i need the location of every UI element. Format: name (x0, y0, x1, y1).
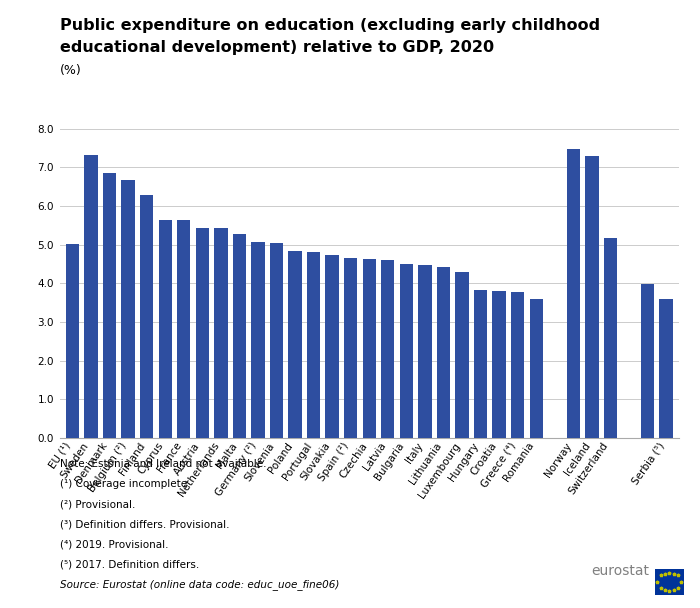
Bar (326, 255, 339, 438)
Bar (659, 300, 673, 438)
Text: eurostat: eurostat (592, 564, 650, 578)
Text: (%): (%) (60, 64, 81, 77)
Text: educational development) relative to GDP, 2020: educational development) relative to GDP… (60, 40, 494, 55)
Bar (122, 180, 135, 438)
Bar (270, 243, 284, 438)
Bar (288, 251, 302, 438)
Text: (¹) Coverage incomplete.: (¹) Coverage incomplete. (60, 479, 190, 489)
Bar (214, 227, 228, 438)
Text: (³) Definition differs. Provisional.: (³) Definition differs. Provisional. (60, 519, 229, 529)
Bar (511, 292, 524, 438)
Bar (158, 219, 172, 438)
Bar (251, 242, 265, 438)
Text: Source: Eurostat (online data code: educ_uoe_fine06): Source: Eurostat (online data code: educ… (60, 579, 339, 590)
Text: Note: Estonia and Ireland not available.: Note: Estonia and Ireland not available. (60, 459, 266, 469)
Text: Public expenditure on education (excluding early childhood: Public expenditure on education (excludi… (60, 18, 600, 33)
Bar (529, 299, 543, 438)
Bar (307, 252, 321, 438)
Bar (103, 173, 116, 438)
Bar (455, 272, 469, 438)
Bar (85, 154, 98, 438)
Bar (140, 195, 153, 438)
Text: (²) Provisional.: (²) Provisional. (60, 499, 135, 509)
Bar (363, 259, 376, 438)
Bar (344, 258, 358, 438)
Bar (400, 263, 413, 438)
Bar (437, 267, 450, 438)
Bar (381, 260, 395, 438)
Bar (492, 291, 506, 438)
Text: (⁵) 2017. Definition differs.: (⁵) 2017. Definition differs. (60, 559, 199, 569)
Bar (566, 149, 580, 438)
Bar (474, 290, 487, 438)
Bar (66, 244, 79, 438)
Bar (585, 156, 598, 438)
Bar (232, 234, 246, 438)
Bar (603, 238, 617, 438)
Bar (418, 265, 432, 438)
Bar (640, 284, 654, 438)
Bar (195, 227, 209, 438)
Text: (⁴) 2019. Provisional.: (⁴) 2019. Provisional. (60, 539, 168, 549)
Bar (177, 220, 190, 438)
